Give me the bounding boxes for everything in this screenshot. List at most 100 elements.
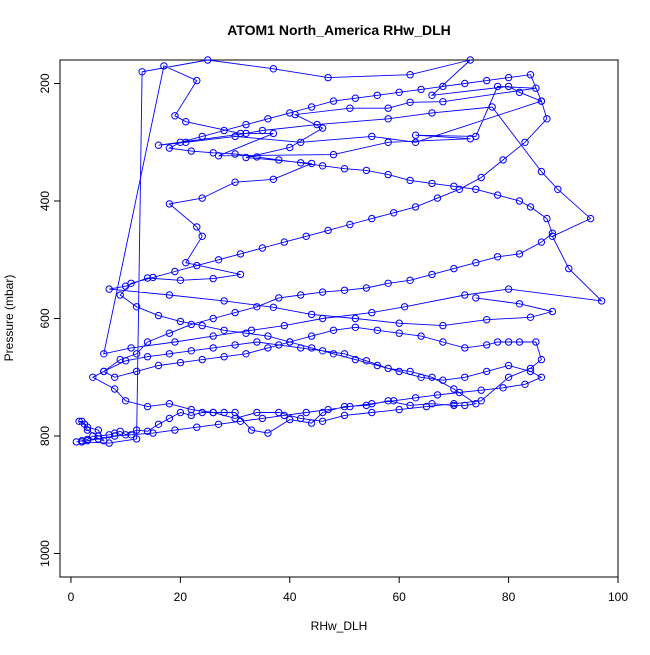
data-point	[143, 402, 152, 411]
data-point	[384, 138, 392, 147]
data-point	[242, 329, 250, 337]
data-point	[264, 344, 272, 352]
data-point	[493, 338, 502, 346]
data-point	[346, 220, 354, 229]
data-point	[368, 408, 376, 417]
data-point	[384, 170, 392, 179]
data-point	[307, 332, 316, 340]
data-point	[406, 401, 414, 410]
data-point	[209, 149, 217, 157]
data-point	[182, 259, 190, 267]
data-point	[461, 344, 469, 352]
data-point	[209, 408, 217, 417]
data-point	[209, 344, 217, 352]
data-point	[433, 194, 442, 202]
x-tick-label: 80	[502, 590, 516, 604]
data-point	[116, 355, 124, 364]
data-point	[351, 314, 360, 323]
data-point	[455, 185, 464, 194]
data-point	[499, 384, 507, 392]
data-point	[269, 129, 278, 138]
data-point	[111, 385, 119, 393]
data-point	[132, 435, 141, 443]
data-point	[548, 229, 557, 238]
data-point	[165, 291, 174, 299]
data-point	[193, 223, 201, 231]
data-point	[362, 357, 371, 365]
data-point	[411, 394, 420, 402]
data-point	[302, 232, 310, 241]
data-point	[214, 152, 223, 160]
data-point	[488, 103, 496, 111]
data-point	[466, 56, 474, 64]
data-point	[198, 321, 206, 330]
data-point	[231, 308, 239, 317]
data-point	[318, 314, 327, 323]
data-point	[220, 297, 228, 305]
data-point	[472, 185, 480, 194]
data-point	[198, 355, 206, 364]
data-point	[258, 414, 267, 423]
data-point	[395, 319, 403, 327]
data-point	[132, 350, 141, 358]
data-point	[537, 373, 546, 381]
data-point	[182, 138, 190, 147]
data-point	[242, 120, 250, 129]
y-tick-label: 1000	[38, 540, 52, 567]
data-point	[504, 73, 513, 82]
data-point	[204, 56, 212, 64]
data-point	[171, 112, 179, 120]
data-point	[286, 109, 294, 117]
data-point	[395, 367, 403, 376]
data-point	[307, 103, 316, 111]
data-point	[554, 185, 562, 194]
data-point	[247, 426, 256, 434]
data-point	[291, 110, 299, 119]
data-point	[543, 214, 551, 223]
data-point	[132, 426, 141, 434]
data-point	[286, 338, 294, 346]
data-point	[318, 162, 327, 170]
data-point	[526, 364, 535, 373]
data-point	[280, 238, 288, 246]
y-tick-label: 600	[38, 308, 52, 328]
data-point	[275, 294, 283, 302]
data-point	[390, 397, 398, 405]
data-point	[329, 150, 338, 159]
data-point	[116, 427, 124, 435]
data-point	[307, 419, 316, 427]
data-point	[461, 79, 469, 88]
x-axis-label: RHw_DLH	[311, 619, 368, 633]
data-point	[264, 429, 272, 437]
data-point	[220, 408, 228, 417]
data-point	[515, 197, 524, 205]
data-point	[193, 423, 201, 431]
data-point	[154, 311, 163, 320]
data-point	[127, 431, 135, 439]
data-point	[80, 420, 89, 428]
data-point	[165, 200, 174, 208]
data-point	[280, 321, 288, 330]
data-point	[493, 82, 502, 91]
data-point	[483, 367, 491, 376]
axes-layer: 0 20 40 60 80 100 200 400 600 800 1000	[38, 73, 628, 604]
data-point	[504, 361, 513, 370]
data-point	[384, 364, 392, 373]
data-point	[247, 326, 256, 334]
data-point	[373, 361, 381, 370]
data-point	[526, 313, 535, 321]
data-point	[253, 338, 261, 346]
data-point	[253, 153, 261, 161]
data-point	[384, 115, 392, 123]
data-point	[504, 338, 513, 346]
data-point	[450, 385, 458, 393]
data-point	[193, 261, 201, 270]
data-point	[220, 353, 228, 361]
data-point	[176, 358, 185, 367]
data-point	[165, 350, 174, 358]
data-point	[406, 176, 414, 185]
data-point	[515, 250, 524, 258]
data-point	[406, 276, 414, 284]
